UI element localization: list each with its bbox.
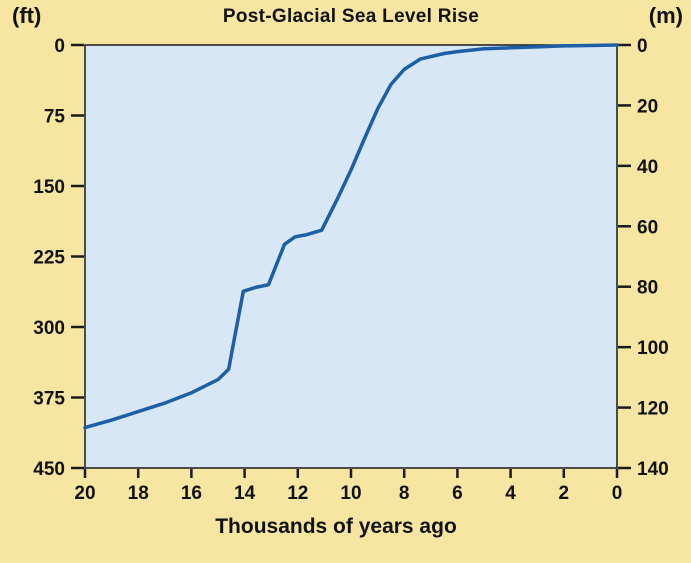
right-axis-tick-label: 120 <box>637 399 669 420</box>
x-axis-label: Thousands of years ago <box>215 515 457 538</box>
right-axis-tick-label: 60 <box>637 217 658 238</box>
x-axis-tick-label: 4 <box>505 483 516 504</box>
x-axis-tick-label: 0 <box>612 483 623 504</box>
left-axis-tick-label: 225 <box>33 248 65 269</box>
left-axis-unit-label: (ft) <box>12 3 42 28</box>
right-axis-tick-label: 140 <box>637 459 669 480</box>
chart-title: Post-Glacial Sea Level Rise <box>222 6 480 27</box>
left-axis-tick-label: 0 <box>54 36 65 57</box>
left-axis-tick-label: 150 <box>33 177 65 198</box>
left-axis-tick-label: 75 <box>44 107 66 128</box>
right-axis-tick-label: 80 <box>637 278 658 299</box>
x-axis-tick-label: 2 <box>559 483 570 504</box>
x-axis-tick-label: 20 <box>74 483 95 504</box>
x-axis-tick-label: 8 <box>399 483 410 504</box>
left-axis-tick-label: 300 <box>33 318 65 339</box>
x-axis-tick-label: 18 <box>128 483 149 504</box>
x-axis-tick-label: 12 <box>287 483 308 504</box>
right-axis-tick-label: 40 <box>637 157 658 178</box>
x-axis-tick-label: 6 <box>452 483 463 504</box>
left-axis-tick-label: 450 <box>33 459 65 480</box>
plot-area <box>84 44 618 469</box>
right-axis-tick-label: 20 <box>637 96 658 117</box>
x-axis-tick-label: 16 <box>181 483 202 504</box>
x-axis-tick-label: 10 <box>340 483 361 504</box>
sea-level-line <box>83 43 619 430</box>
x-axis-tick-label: 14 <box>234 483 256 504</box>
right-axis-tick-label: 0 <box>637 36 648 57</box>
right-axis-tick-label: 100 <box>637 338 669 359</box>
right-axis-unit-label: (m) <box>648 3 683 28</box>
left-axis-tick-label: 375 <box>33 389 65 410</box>
